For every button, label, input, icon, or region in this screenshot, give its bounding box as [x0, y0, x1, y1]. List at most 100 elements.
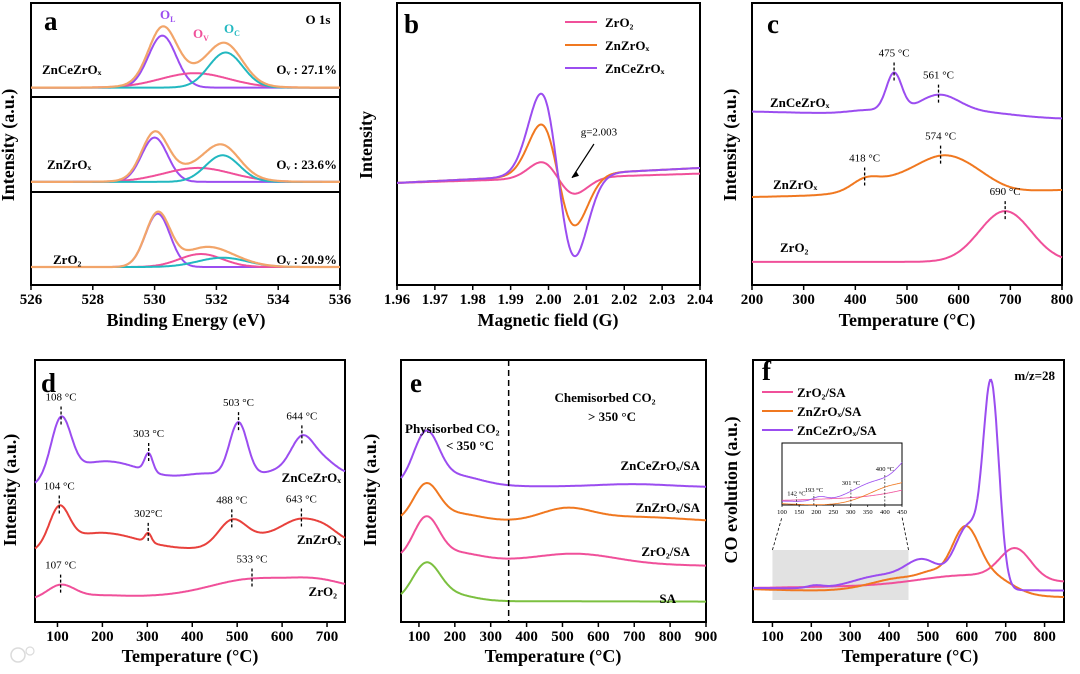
peak-temperature-label: 503 °C — [223, 397, 254, 409]
inset-x-tick-label: 200 — [811, 509, 821, 516]
series-label: ZrO₂ — [780, 240, 809, 255]
inset-x-tick-label: 350 — [863, 509, 873, 516]
x-tick-label: 600 — [947, 292, 970, 308]
x-tick-label: 600 — [956, 629, 979, 645]
oxygen-vacancy-ratio: Oᵥ : 23.6% — [276, 157, 337, 172]
x-tick-label: 700 — [623, 629, 646, 645]
series-line — [400, 561, 706, 603]
peak-temperature-label: 418 °C — [849, 152, 880, 164]
x-tick-label: 700 — [994, 629, 1017, 645]
x-tick-label: 800 — [1051, 292, 1074, 308]
watermark-logo-icon — [10, 646, 35, 663]
peak-temperature-label: 108 °C — [46, 392, 77, 404]
series-line — [400, 515, 706, 567]
plot-frame — [752, 359, 1065, 623]
legend-label: ZrO₂ — [605, 15, 634, 30]
x-tick-label: 534 — [267, 292, 290, 308]
peak-temperature-label: 302°C — [134, 508, 162, 520]
peak-temperature-label: 561 °C — [923, 70, 954, 82]
x-tick-label: 300 — [136, 629, 159, 645]
x-tick-label: 400 — [878, 629, 901, 645]
inset: 100 150 200 250 300 350 400 450 142 °C 193 °C 301 … — [777, 442, 907, 516]
x-tick-label: 526 — [20, 292, 43, 308]
series-line — [397, 92, 700, 258]
peak-temperature-label: 643 °C — [286, 494, 317, 506]
x-tick-label: 530 — [143, 292, 166, 308]
inset-x-tick-label: 300 — [846, 509, 856, 516]
x-tick-label: 2.00 — [535, 292, 561, 308]
series-label: ZnCeZrOₓ — [282, 470, 342, 485]
x-axis-title: Temperature (°C) — [839, 310, 976, 331]
x-tick-label: 800 — [1033, 629, 1056, 645]
legend-label: ZnCeZrOₓ — [605, 61, 665, 76]
series-label: ZnCeZrOₓ/SA — [620, 458, 700, 473]
x-tick-label: 700 — [316, 629, 339, 645]
x-axis-title: Binding Energy (eV) — [106, 310, 265, 331]
panel-letter: f — [762, 356, 772, 386]
envelope-line — [31, 130, 340, 183]
x-tick-label: 1.97 — [422, 292, 449, 308]
peak-temperature-label: 533 °C — [237, 553, 268, 565]
peak-temperature-label: 475 °C — [879, 47, 910, 59]
physisorbed-range: < 350 °C — [446, 438, 494, 453]
x-axis-title: Temperature (°C) — [485, 646, 622, 667]
x-tick-label: 600 — [271, 629, 294, 645]
x-tick-label: 536 — [329, 292, 352, 308]
x-tick-label: 500 — [917, 629, 940, 645]
panel-letter: d — [41, 368, 56, 398]
series-line — [34, 415, 346, 484]
component-label: OC — [224, 21, 240, 38]
series-line — [397, 161, 700, 195]
inset-x-tick-label: 400 — [880, 509, 890, 516]
series-label: ZrO₂ — [309, 584, 338, 599]
oxygen-vacancy-ratio: Oᵥ : 20.9% — [276, 252, 337, 267]
legend-label: ZnZrOₓ/SA — [797, 404, 862, 419]
plot-frame — [34, 359, 346, 623]
series-line — [753, 378, 1064, 592]
x-tick-label: 200 — [91, 629, 114, 645]
x-tick-label: 2.04 — [687, 292, 714, 308]
x-tick-label: 1.96 — [384, 292, 411, 308]
component-label: OV — [193, 26, 209, 43]
series-line — [752, 210, 1063, 263]
panel-f: 100 200 300 400 500 600 700 800 Temperature (°C)… — [721, 356, 1065, 667]
inset-x-tick-label: 150 — [794, 509, 804, 516]
arrow-head-icon — [571, 170, 579, 178]
x-tick-label: 100 — [46, 629, 69, 645]
sample-label: ZnCeZrOₓ — [42, 62, 102, 77]
x-axis-title: Temperature (°C) — [122, 646, 259, 667]
plot-frame — [30, 2, 341, 286]
chemisorbed-range: > 350 °C — [588, 409, 636, 424]
x-tick-label: 400 — [181, 629, 204, 645]
inset-series-line — [782, 489, 903, 501]
series-label: ZnZrOₓ — [297, 532, 341, 547]
zoom-connector — [772, 516, 783, 551]
x-tick-label: 528 — [82, 292, 105, 308]
component-label-main: O — [224, 21, 234, 36]
y-axis-title: Intensity (a.u.) — [720, 89, 741, 202]
panel-letter: a — [44, 6, 58, 36]
series-line — [400, 429, 706, 488]
x-tick-label: 2.03 — [649, 292, 675, 308]
x-tick-label: 200 — [800, 629, 823, 645]
x-tick-label: 600 — [587, 629, 610, 645]
component-label-main: O — [193, 26, 203, 41]
x-tick-label: 500 — [551, 629, 574, 645]
inset-temperature-label: 142 °C — [787, 490, 805, 497]
x-tick-label: 500 — [226, 629, 249, 645]
peak-temperature-label: 107 °C — [45, 560, 76, 572]
x-axis-title: Temperature (°C) — [842, 646, 979, 667]
x-tick-label: 2.01 — [573, 292, 599, 308]
series-line — [752, 71, 1062, 120]
inset-series-line — [782, 482, 903, 506]
series-label: SA — [659, 591, 676, 606]
peak-temperature-label: 104 °C — [44, 481, 75, 493]
x-tick-label: 2.02 — [611, 292, 637, 308]
x-tick-label: 800 — [659, 629, 682, 645]
legend-label: ZrO₂/SA — [797, 385, 846, 400]
envelope-line — [31, 210, 340, 269]
component-label-sub: V — [203, 34, 209, 43]
series-label: ZnCeZrOₓ — [770, 95, 830, 110]
series-line — [752, 154, 1062, 198]
series-line — [34, 504, 346, 550]
